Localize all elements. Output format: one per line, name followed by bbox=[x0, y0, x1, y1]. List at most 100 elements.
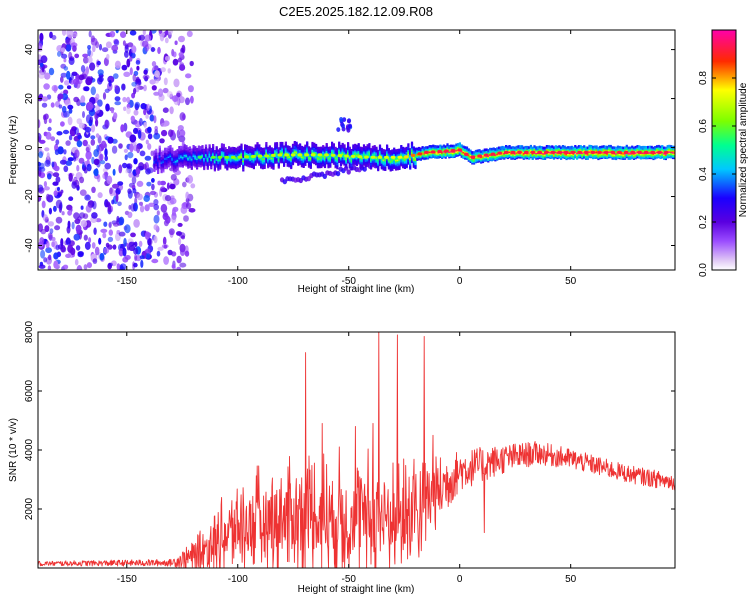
heatmap-cell bbox=[460, 147, 463, 150]
heatmap-cell bbox=[577, 153, 580, 156]
heatmap-cell bbox=[254, 152, 257, 156]
heatmap-cell bbox=[48, 118, 52, 124]
heatmap-cell bbox=[327, 152, 330, 155]
heatmap-cell bbox=[561, 149, 564, 152]
heatmap-cell bbox=[107, 236, 114, 243]
heatmap-cell bbox=[203, 152, 206, 156]
heatmap-cell bbox=[426, 152, 430, 156]
colorbar-tick-label: 0.4 bbox=[698, 167, 709, 181]
heatmap-cell bbox=[208, 151, 211, 154]
heatmap-cell bbox=[393, 159, 396, 163]
heatmap-cell bbox=[341, 123, 345, 129]
heatmap-cell bbox=[371, 160, 374, 164]
heatmap-cell bbox=[291, 146, 295, 150]
heatmap-cell bbox=[279, 156, 282, 160]
heatmap-cell bbox=[244, 153, 247, 157]
heatmap-cell bbox=[323, 162, 327, 166]
heatmap-cell bbox=[88, 237, 92, 244]
heatmap-cell bbox=[492, 155, 495, 159]
heatmap-cell bbox=[158, 161, 161, 165]
heatmap-cell bbox=[529, 146, 532, 149]
heatmap-cell bbox=[249, 150, 252, 153]
heatmap-cell bbox=[339, 157, 343, 160]
heatmap-cell bbox=[357, 157, 360, 161]
heatmap-cell bbox=[201, 164, 204, 167]
heatmap-cell bbox=[357, 145, 360, 149]
heatmap-cell bbox=[148, 238, 153, 246]
heatmap-cell bbox=[162, 167, 165, 170]
heatmap-cell bbox=[483, 157, 486, 161]
heatmap-cell bbox=[561, 145, 564, 148]
heatmap-cell bbox=[519, 156, 522, 159]
heatmap-cell bbox=[574, 146, 577, 149]
heatmap-cell bbox=[375, 153, 378, 157]
heatmap-cell bbox=[139, 205, 145, 213]
heatmap-cell bbox=[652, 153, 655, 157]
heatmap-cell bbox=[254, 161, 257, 165]
heatmap-cell bbox=[176, 162, 179, 166]
heatmap-cell bbox=[261, 156, 264, 159]
heatmap-cell bbox=[174, 159, 177, 163]
heatmap-cell bbox=[272, 149, 275, 153]
heatmap-cell bbox=[373, 145, 376, 148]
heatmap-cell bbox=[247, 156, 250, 160]
x-tick-label: -150 bbox=[117, 574, 137, 585]
heatmap-cell bbox=[345, 166, 348, 170]
heatmap-cell bbox=[428, 147, 431, 151]
heatmap-cell bbox=[258, 144, 261, 147]
heatmap-cell bbox=[103, 221, 108, 227]
heatmap-cell bbox=[663, 157, 666, 160]
heatmap-cell bbox=[157, 159, 160, 162]
heatmap-cell bbox=[503, 153, 506, 156]
heatmap-cell bbox=[336, 157, 339, 160]
heatmap-cell bbox=[398, 160, 401, 164]
heatmap-cell bbox=[329, 161, 332, 164]
heatmap-cell bbox=[157, 170, 160, 173]
heatmap-cell bbox=[494, 157, 497, 161]
heatmap-cell bbox=[86, 163, 92, 172]
heatmap-cell bbox=[219, 153, 222, 157]
heatmap-cell bbox=[568, 153, 572, 156]
heatmap-cell bbox=[437, 149, 443, 154]
heatmap-cell bbox=[194, 163, 197, 167]
heatmap-cell bbox=[167, 68, 171, 74]
heatmap-cell bbox=[160, 151, 163, 155]
heatmap-cell bbox=[600, 147, 604, 150]
heatmap-cell bbox=[217, 149, 220, 152]
heatmap-cell bbox=[235, 163, 238, 167]
heatmap-cell bbox=[382, 149, 385, 152]
heatmap-cell bbox=[180, 160, 183, 164]
heatmap-cell bbox=[215, 165, 218, 168]
heatmap-cell bbox=[315, 153, 318, 156]
heatmap-cell bbox=[362, 161, 366, 165]
heatmap-cell bbox=[354, 145, 357, 148]
heatmap-cell bbox=[654, 156, 657, 160]
heatmap-cell bbox=[176, 159, 179, 163]
heatmap-cell bbox=[172, 51, 177, 58]
heatmap-cell bbox=[58, 104, 63, 109]
heatmap-cell bbox=[467, 156, 470, 160]
heatmap-cell bbox=[417, 152, 423, 156]
heatmap-cell bbox=[618, 147, 621, 150]
heatmap-cell bbox=[254, 156, 257, 160]
heatmap-cell bbox=[480, 157, 483, 160]
heatmap-cell bbox=[643, 150, 649, 154]
heatmap-cell bbox=[671, 148, 675, 151]
heatmap-cell bbox=[274, 159, 277, 163]
heatmap-cell bbox=[663, 150, 669, 154]
heatmap-cell bbox=[464, 146, 467, 149]
heatmap-cell bbox=[194, 148, 197, 152]
heatmap-cell bbox=[322, 147, 325, 151]
heatmap-cell bbox=[657, 149, 660, 152]
heatmap-cell bbox=[96, 60, 101, 66]
heatmap-cell bbox=[586, 147, 589, 151]
heatmap-cell bbox=[579, 147, 582, 151]
heatmap-cell bbox=[604, 148, 607, 151]
heatmap-cell bbox=[421, 147, 424, 151]
heatmap-cell bbox=[67, 220, 71, 229]
heatmap-cell bbox=[357, 160, 360, 164]
heatmap-cell bbox=[522, 146, 525, 150]
heatmap-cell bbox=[533, 145, 536, 148]
heatmap-cell bbox=[375, 164, 378, 167]
heatmap-cell bbox=[299, 144, 302, 148]
